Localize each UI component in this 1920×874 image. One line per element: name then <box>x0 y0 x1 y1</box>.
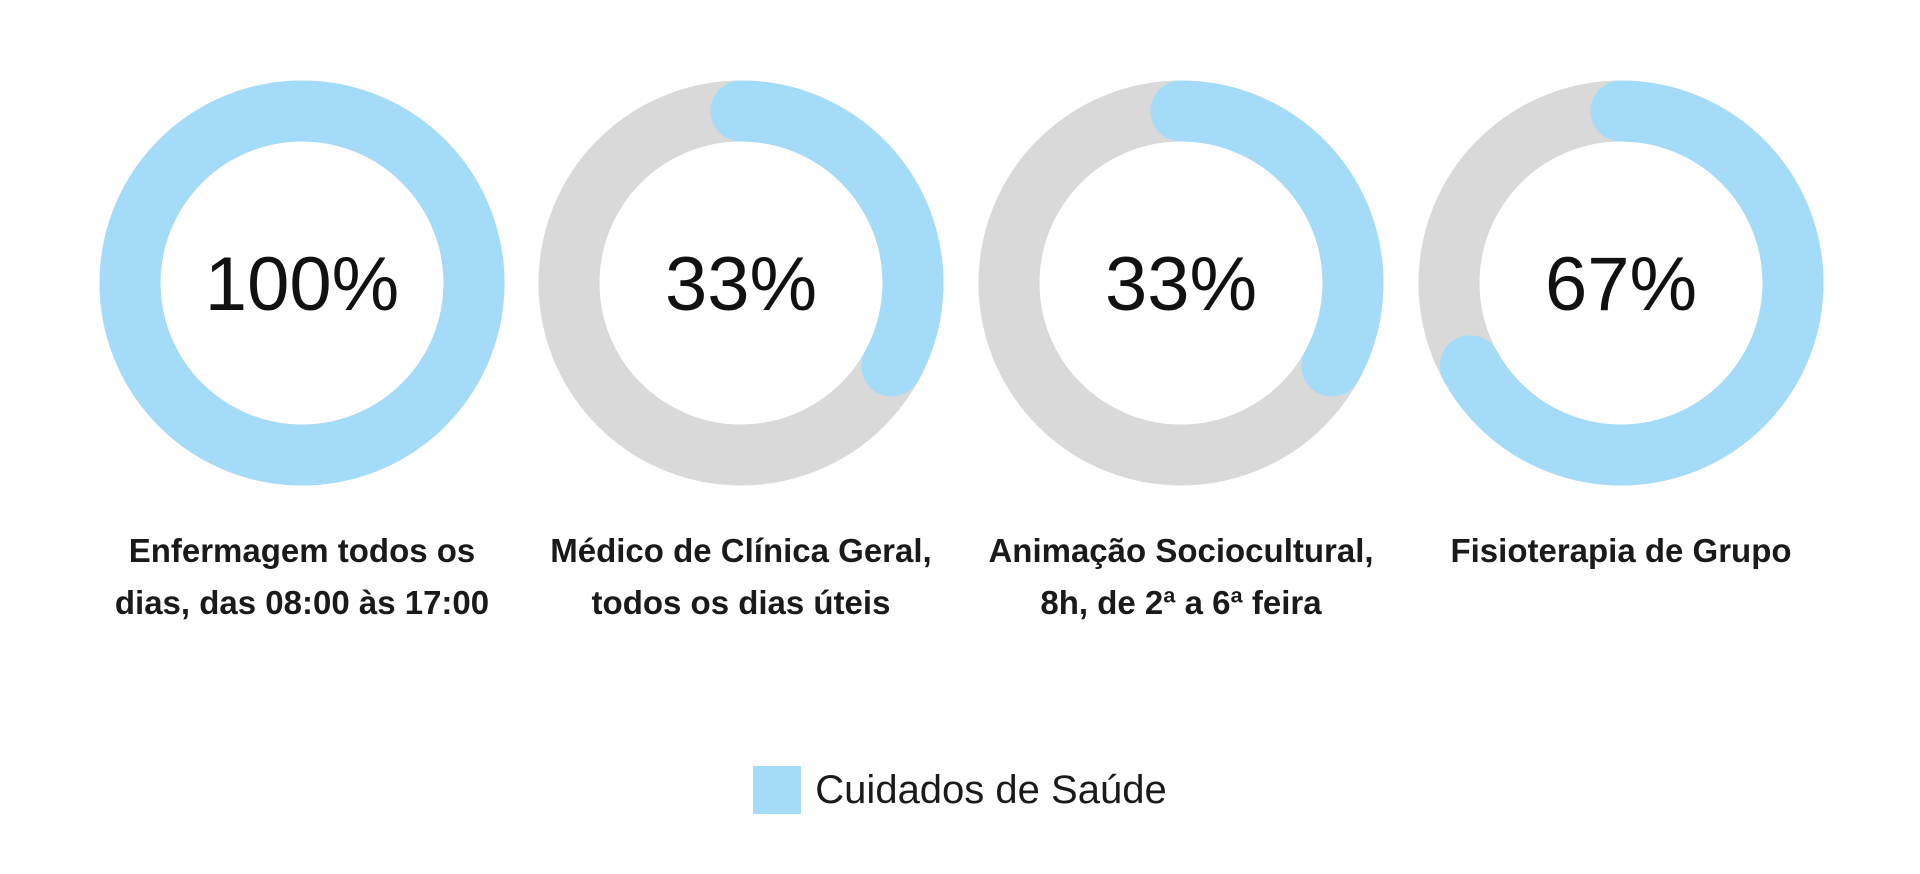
category-label-3: Animação Sociocultural, 8h, de 2ª a 6ª f… <box>988 532 1374 621</box>
category-label-2: Médico de Clínica Geral, todos os dias ú… <box>550 532 932 621</box>
category-label-4: Fisioterapia de Grupo <box>1450 532 1792 569</box>
donut-1: 100% <box>99 80 505 486</box>
donut-arc-2 <box>710 80 944 397</box>
donut-value-label-4: 67% <box>1545 242 1697 327</box>
donut-3: 33% <box>978 80 1384 486</box>
legend-label: Cuidados de Saúde <box>815 767 1167 812</box>
donut-arc-1 <box>99 80 505 486</box>
donut-value-label-1: 100% <box>205 242 399 327</box>
legend-swatch <box>753 766 802 814</box>
donut-value-label-3: 33% <box>1105 242 1257 327</box>
donut-arc-4 <box>1439 80 1824 486</box>
donut-arc-3 <box>1150 80 1384 397</box>
donut-value-label-2: 33% <box>665 242 817 327</box>
donut-2: 33% <box>538 80 944 486</box>
donut-4: 67% <box>1418 80 1824 486</box>
legend: Cuidados de Saúde <box>0 766 1920 814</box>
category-label-1: Enfermagem todos os dias, das 08:00 às 1… <box>114 532 490 621</box>
